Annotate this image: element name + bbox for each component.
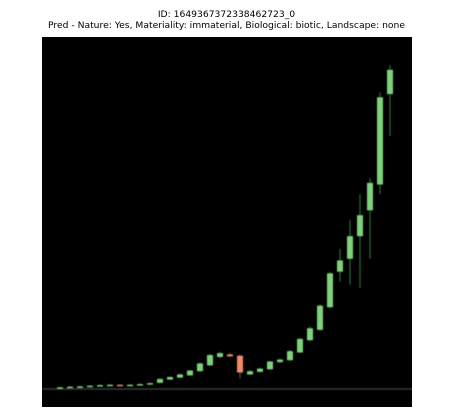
candle-body-up (147, 383, 153, 385)
candle-body-up (107, 385, 113, 387)
candle-body-up (257, 369, 263, 372)
candle-body-up (337, 260, 343, 271)
candle (177, 373, 183, 378)
candle-body-up (207, 355, 213, 365)
candle (157, 378, 163, 383)
candle-body-up (387, 70, 393, 94)
candle-body-up (247, 371, 253, 374)
candle-body-up (277, 360, 283, 363)
candle (77, 386, 83, 388)
candle (267, 361, 273, 370)
candle-body-up (197, 363, 203, 371)
candle-body-up (347, 236, 353, 259)
candle-body-up (187, 371, 193, 376)
candle (67, 386, 73, 388)
candle-body-up (217, 353, 223, 357)
candle (277, 359, 283, 363)
candle-body-up (87, 386, 93, 388)
candle (327, 272, 333, 309)
candle-body-up (317, 306, 323, 330)
candle (237, 355, 243, 379)
candle-body-up (77, 386, 83, 388)
candle-body-up (287, 351, 293, 360)
candle (117, 384, 123, 386)
candle (187, 370, 193, 376)
candle-body-up (57, 387, 63, 389)
candle-body-up (97, 385, 103, 387)
chart-plot-area (42, 37, 412, 407)
candle (257, 368, 263, 373)
candle-body-up (167, 377, 173, 380)
candle-body-up (307, 328, 313, 340)
candle-body-up (267, 362, 273, 370)
candle (107, 384, 113, 386)
candle (147, 383, 153, 385)
candle (137, 383, 143, 385)
candle (297, 338, 303, 354)
candle-body-up (127, 385, 133, 387)
candle (247, 370, 253, 375)
candle-body-up (327, 273, 333, 307)
candle (377, 92, 383, 194)
candle (287, 350, 293, 361)
candle-body-down (237, 356, 243, 373)
candle (167, 376, 173, 380)
candle-body-up (377, 97, 383, 184)
candle (57, 387, 63, 389)
candle (227, 353, 233, 357)
prediction-caption: Pred - Nature: Yes, Materiality: immater… (0, 20, 453, 32)
candle (307, 327, 313, 342)
candle-body-up (357, 215, 363, 236)
candle-body-up (367, 183, 373, 210)
candle (387, 65, 393, 136)
candle (347, 220, 353, 285)
candle-body-up (67, 387, 73, 389)
candle (207, 354, 213, 366)
candle-body-up (137, 384, 143, 386)
candle-body-up (177, 374, 183, 377)
candle (357, 194, 363, 288)
candlestick-chart (42, 37, 412, 407)
candle-body-up (157, 379, 163, 383)
candle (87, 385, 93, 387)
candle-body-down (227, 354, 233, 356)
candle (127, 384, 133, 386)
candle (97, 384, 103, 386)
candle (197, 362, 203, 372)
candle (367, 178, 373, 259)
candle (317, 304, 323, 330)
candle (217, 352, 223, 358)
candle-body-down (117, 385, 123, 387)
candle-body-up (297, 339, 303, 353)
candle (337, 249, 343, 281)
